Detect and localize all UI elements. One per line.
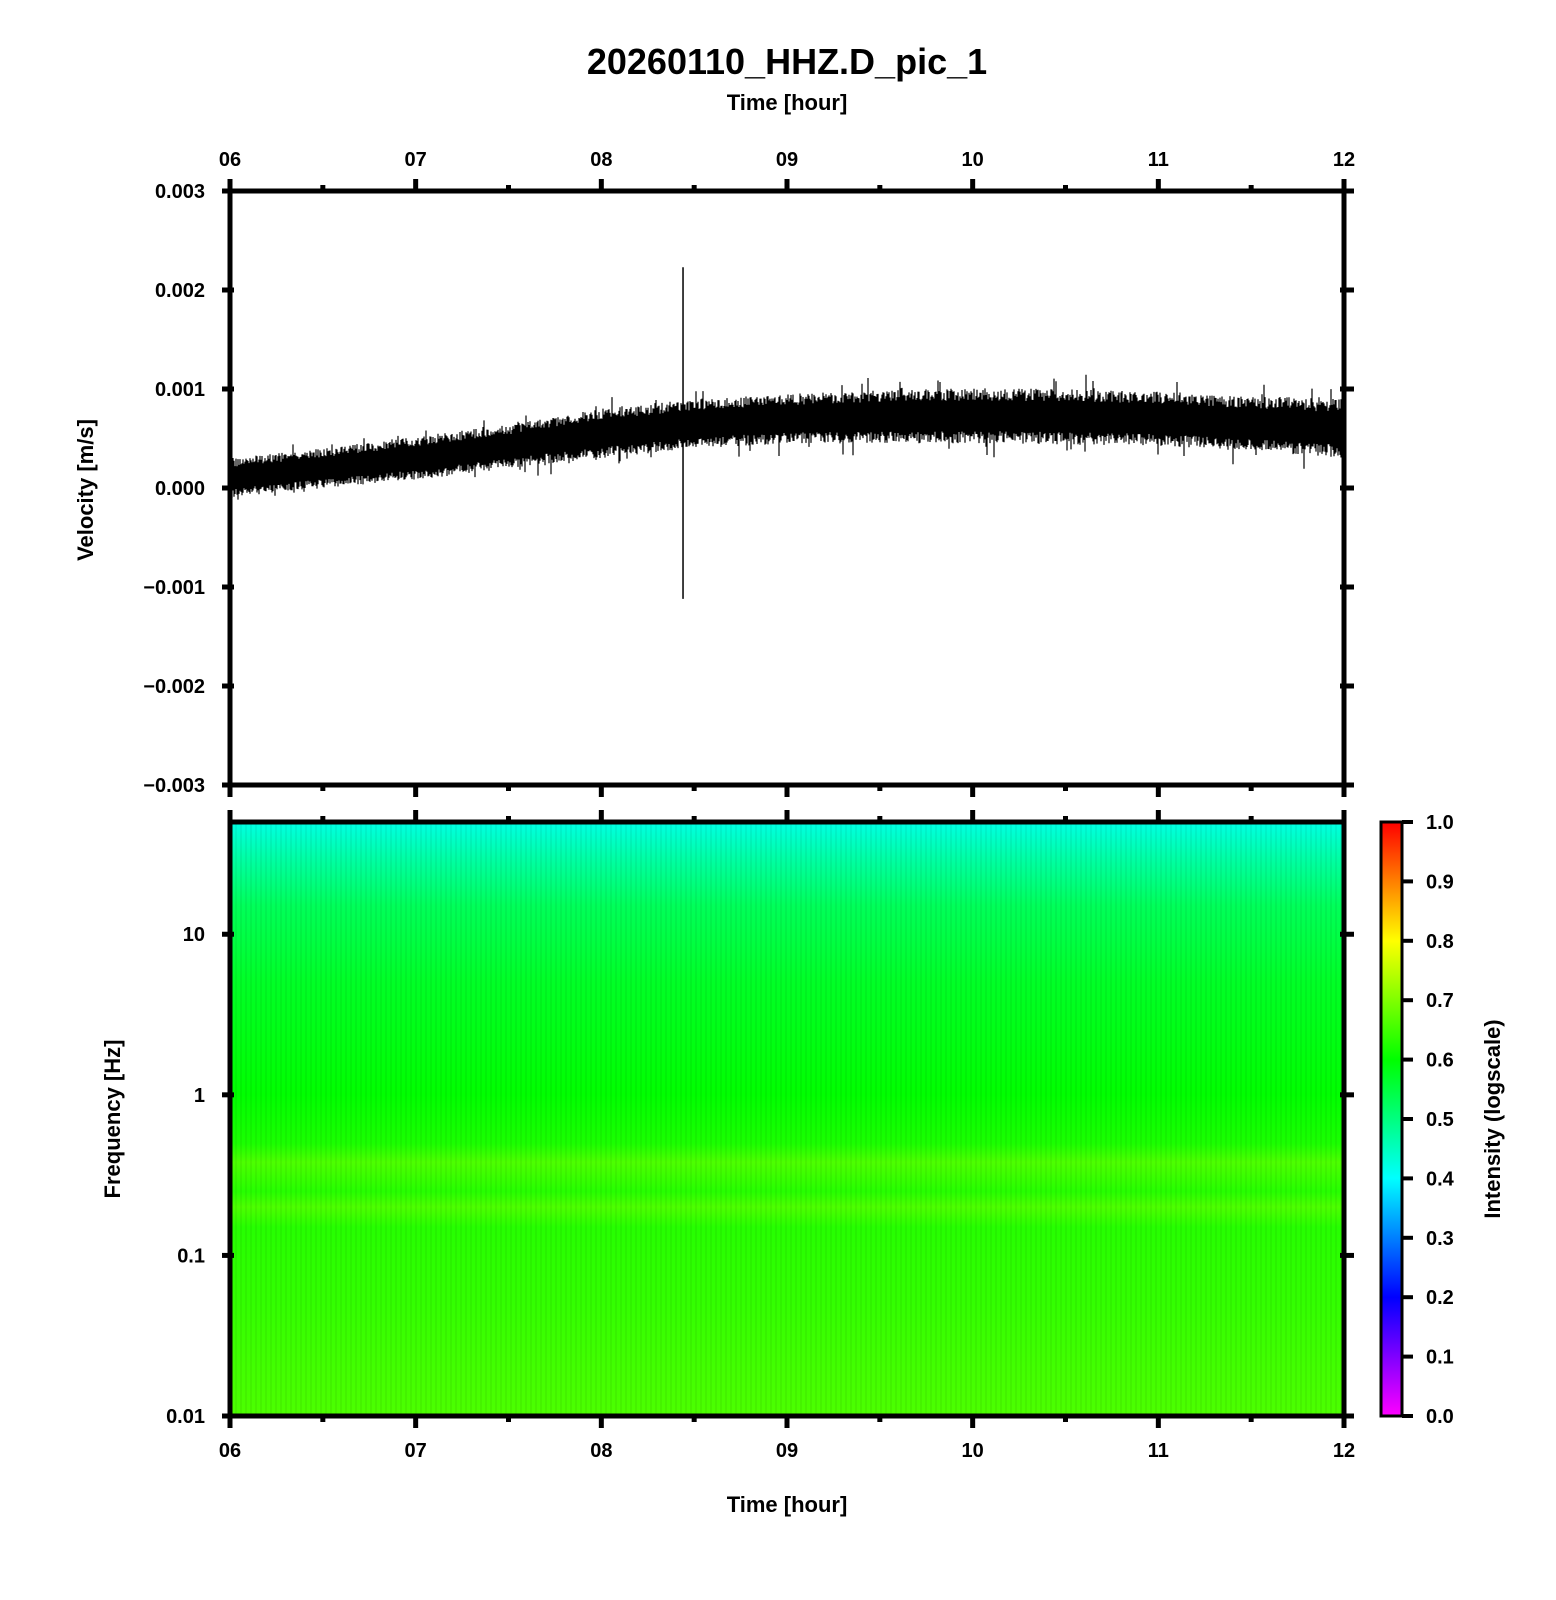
waveform-y-tick-label: 0.002 bbox=[155, 280, 205, 302]
chart-title: 20260110_HHZ.D_pic_1 bbox=[587, 41, 987, 82]
waveform-y-ticks: 0.003 0.002 0.001 0.000 −0.001 −0.002 −0.003 bbox=[143, 181, 1354, 797]
spectrogram-y-tick-label: 0.01 bbox=[166, 1406, 205, 1428]
spectrogram-y-axis-label: Frequency [Hz] bbox=[100, 1040, 125, 1199]
waveform-y-tick-label: 0.003 bbox=[155, 181, 205, 203]
waveform-y-tick-label: −0.003 bbox=[143, 775, 205, 797]
spectrogram-texture bbox=[230, 822, 1344, 1416]
colorbar-tick-label: 0.4 bbox=[1426, 1168, 1455, 1190]
top-x-tick-label: 09 bbox=[776, 149, 798, 171]
spectrogram-panel: 06 07 08 09 10 11 12 10 1 0.1 0.01 Frequency [Hz]… bbox=[100, 810, 1355, 1517]
top-x-tick-label: 10 bbox=[962, 149, 984, 171]
colorbar-tick-label: 0.1 bbox=[1426, 1347, 1454, 1369]
spectrogram-x-ticks: 06 07 08 09 10 11 12 bbox=[219, 810, 1355, 1462]
colorbar-scale bbox=[1379, 820, 1404, 1418]
waveform-noise-band bbox=[230, 374, 1344, 500]
colorbar-tick-label: 1.0 bbox=[1426, 812, 1454, 834]
waveform-panel: 06 07 08 09 10 11 12 0.003 0.002 0.001 0.000 −0.00… bbox=[73, 149, 1355, 797]
colorbar-tick-label: 0.3 bbox=[1426, 1228, 1454, 1250]
bottom-x-tick-label: 11 bbox=[1148, 1440, 1169, 1462]
bottom-x-tick-label: 06 bbox=[219, 1440, 241, 1462]
top-x-tick-label: 08 bbox=[590, 149, 612, 171]
colorbar-tick-label: 0.6 bbox=[1426, 1050, 1454, 1072]
colorbar-ticks: 1.0 0.9 0.8 0.7 0.6 0.5 0.4 0.3 0.2 0.1 0.0 bbox=[1402, 812, 1455, 1428]
spectrogram-y-ticks: 10 1 0.1 0.01 bbox=[166, 924, 1354, 1428]
spectrogram-y-tick-label: 10 bbox=[183, 924, 205, 946]
top-x-tick-label: 12 bbox=[1333, 149, 1355, 171]
colorbar-tick-label: 0.8 bbox=[1426, 931, 1454, 953]
waveform-y-axis-label: Velocity [m/s] bbox=[73, 419, 98, 561]
spectrogram-y-tick-label: 0.1 bbox=[177, 1245, 205, 1267]
waveform-y-tick-label: −0.002 bbox=[143, 676, 205, 698]
waveform-x-ticks: 06 07 08 09 10 11 12 bbox=[219, 149, 1355, 797]
colorbar-tick-label: 0.7 bbox=[1426, 990, 1454, 1012]
colorbar-tick-label: 0.0 bbox=[1426, 1406, 1454, 1428]
waveform-frame bbox=[227, 188, 1347, 788]
waveform-y-tick-label: −0.001 bbox=[143, 577, 205, 599]
bottom-x-axis-label: Time [hour] bbox=[727, 1492, 848, 1517]
colorbar-label: Intensity (logscale) bbox=[1480, 1019, 1505, 1218]
colorbar-tick-label: 0.5 bbox=[1426, 1109, 1454, 1131]
bottom-x-tick-label: 08 bbox=[590, 1440, 612, 1462]
spectrogram-y-tick-label: 1 bbox=[194, 1085, 205, 1107]
bottom-x-tick-label: 12 bbox=[1333, 1440, 1355, 1462]
waveform-y-tick-label: 0.001 bbox=[155, 379, 205, 401]
bottom-x-tick-label: 10 bbox=[962, 1440, 984, 1462]
top-x-tick-label: 06 bbox=[219, 149, 241, 171]
waveform-trace bbox=[230, 267, 1344, 599]
bottom-x-tick-label: 07 bbox=[405, 1440, 427, 1462]
top-x-axis-label: Time [hour] bbox=[727, 90, 848, 115]
colorbar: 1.0 0.9 0.8 0.7 0.6 0.5 0.4 0.3 0.2 0.1 0.0 Intens… bbox=[1379, 812, 1505, 1428]
colorbar-tick-label: 0.9 bbox=[1426, 871, 1454, 893]
bottom-x-tick-label: 09 bbox=[776, 1440, 798, 1462]
colorbar-tick-label: 0.2 bbox=[1426, 1287, 1454, 1309]
waveform-y-tick-label: 0.000 bbox=[155, 478, 205, 500]
top-x-tick-label: 11 bbox=[1148, 149, 1169, 171]
top-x-tick-label: 07 bbox=[405, 149, 427, 171]
